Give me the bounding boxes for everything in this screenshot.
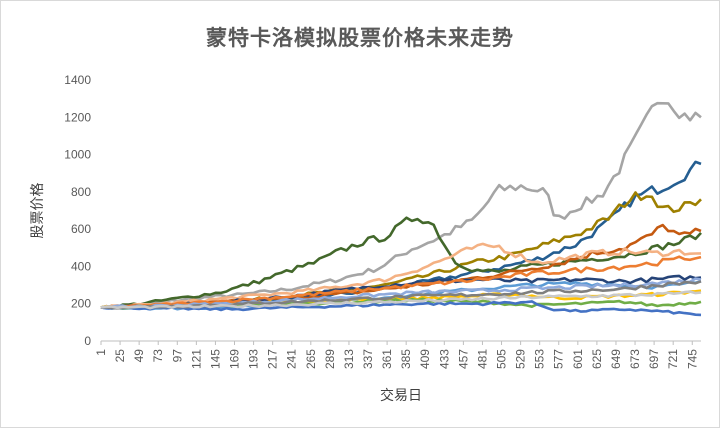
x-tick-label: 217 (266, 349, 280, 369)
y-tick-label: 800 (71, 185, 91, 199)
x-tick-label: 745 (685, 349, 699, 369)
plot-area (100, 101, 702, 317)
x-tick-label: 193 (247, 349, 261, 369)
chart-title: 蒙特卡洛模拟股票价格未来走势 (206, 27, 514, 50)
y-tick-label: 1000 (64, 148, 91, 162)
y-tick-label: 1400 (64, 73, 91, 87)
x-tick-label: 697 (647, 349, 661, 369)
x-tick-label: 49 (132, 349, 146, 363)
y-tick-label: 0 (84, 334, 91, 348)
x-tick-label: 337 (361, 349, 375, 369)
y-tick-label: 600 (71, 222, 91, 236)
x-tick-label: 529 (514, 349, 528, 369)
x-tick-label: 313 (342, 349, 356, 369)
x-tick-label: 169 (228, 349, 242, 369)
x-tick-label: 145 (208, 349, 222, 369)
series-line-4 (100, 216, 702, 310)
x-tick-label: 121 (189, 349, 203, 369)
x-tick-label: 265 (304, 349, 318, 369)
x-tick-label: 361 (380, 349, 394, 369)
x-tick-label: 433 (437, 349, 451, 369)
x-tick-label: 649 (609, 349, 623, 369)
x-tick-label: 241 (285, 349, 299, 369)
x-tick-label: 385 (399, 349, 413, 369)
x-tick-label: 721 (666, 349, 680, 369)
x-axis-title: 交易日 (380, 387, 422, 404)
x-tick-label: 505 (495, 349, 509, 369)
x-tick-label: 577 (552, 349, 566, 369)
x-tick-label: 481 (475, 349, 489, 369)
x-tick-label: 409 (418, 349, 432, 369)
series-line-11 (100, 300, 702, 317)
x-tick-label: 1 (94, 349, 108, 356)
x-tick-label: 673 (628, 349, 642, 369)
x-axis: 1 25 49 73 97 121 145 169 193 217 241 265 289 313 337 3… (94, 341, 699, 369)
x-tick-label: 73 (151, 349, 165, 363)
x-tick-label: 25 (113, 349, 127, 363)
y-tick-label: 200 (71, 297, 91, 311)
x-tick-label: 289 (323, 349, 337, 369)
y-axis-title: 股票价格 (30, 183, 46, 239)
series-line-1 (100, 101, 702, 310)
y-axis: 0 200 400 600 800 1000 1200 1400 (64, 73, 91, 348)
x-tick-label: 97 (170, 349, 184, 363)
x-tick-label: 601 (571, 349, 585, 369)
series-line-15 (100, 290, 702, 310)
series-line-12 (101, 255, 702, 309)
x-tick-label: 553 (533, 349, 547, 369)
x-tick-label: 625 (590, 349, 604, 369)
y-tick-label: 400 (71, 259, 91, 273)
y-tick-label: 1200 (64, 110, 91, 124)
x-tick-label: 457 (456, 349, 470, 369)
